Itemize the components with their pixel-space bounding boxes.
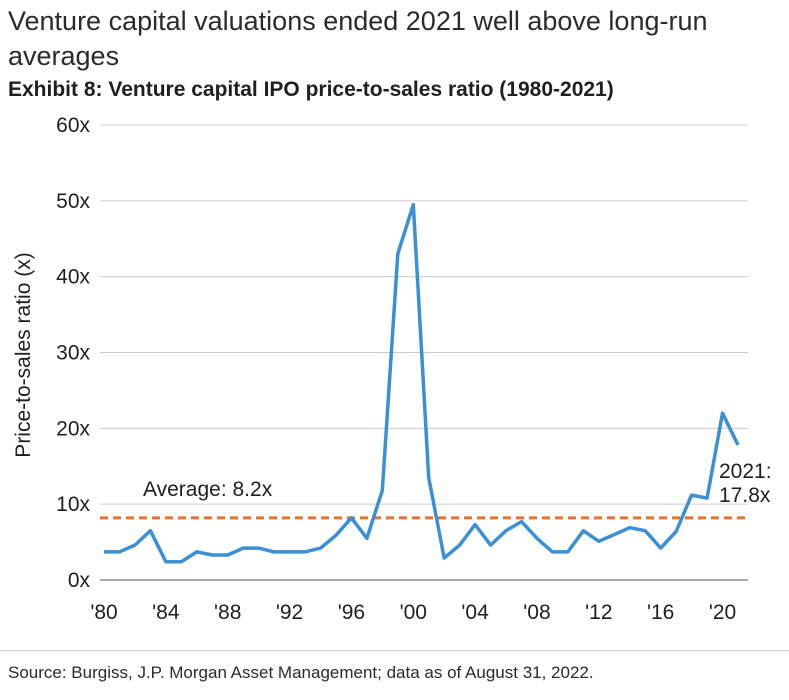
end-label-year: 2021:	[719, 460, 772, 483]
footer-divider	[0, 650, 789, 651]
x-tick-label: '00	[400, 601, 427, 624]
x-tick-label: '84	[152, 601, 180, 624]
x-tick-label: '04	[461, 601, 489, 624]
y-tick-label: 50x	[56, 190, 90, 213]
gridlines	[100, 124, 748, 581]
y-tick-label: 20x	[56, 417, 90, 440]
source-note: Source: Burgiss, J.P. Morgan Asset Manag…	[8, 663, 594, 682]
y-tick-label: 40x	[56, 266, 90, 289]
end-label-value: 17.8x	[719, 484, 771, 507]
x-tick-label: '88	[214, 601, 241, 624]
y-tick-label: 30x	[56, 342, 90, 365]
x-tick-label: '80	[90, 601, 117, 624]
y-tick-label: 60x	[56, 114, 90, 137]
x-tick-label: '92	[276, 601, 303, 624]
exhibit-subtitle: Exhibit 8: Venture capital IPO price-to-…	[8, 78, 614, 101]
average-label: Average: 8.2x	[143, 478, 273, 501]
y-tick-label: 0x	[68, 569, 91, 592]
x-tick-label: '12	[585, 601, 612, 624]
y-axis-ticks: 0x 10x 20x 30x 40x 50x 60x	[56, 114, 90, 592]
y-tick-label: 10x	[56, 493, 90, 516]
x-tick-label: '20	[709, 601, 736, 624]
headline: Venture capital valuations ended 2021 we…	[8, 6, 708, 71]
x-tick-label: '08	[523, 601, 550, 624]
series-line-ps-ratio	[104, 202, 740, 564]
y-axis-title: Price-to-sales ratio (x)	[12, 252, 35, 457]
x-axis-ticks: '80 '84 '88 '92 '96 '00 '04 '08 '12 '16 '20	[90, 601, 736, 624]
x-tick-label: '16	[647, 601, 674, 624]
x-tick-label: '96	[338, 601, 365, 624]
